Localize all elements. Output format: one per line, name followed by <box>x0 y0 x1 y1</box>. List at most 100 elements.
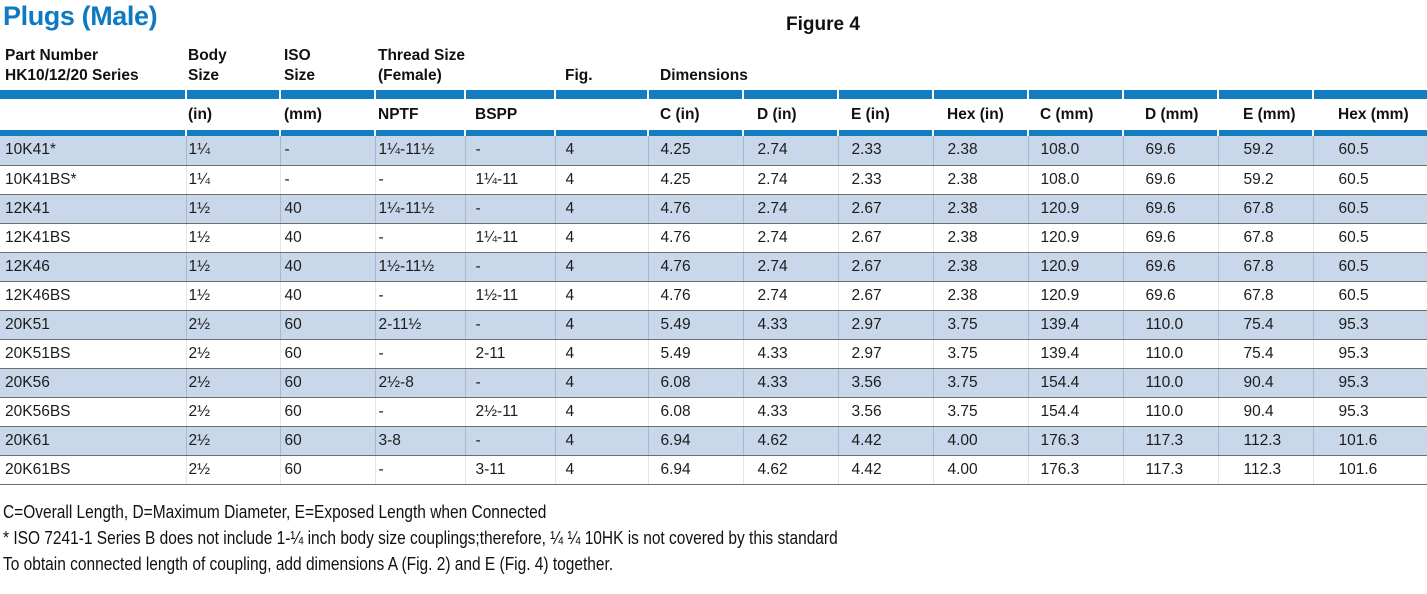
column-subheader: (in) <box>188 105 213 123</box>
cell: 2½ <box>186 368 281 398</box>
cell: 4.42 <box>838 455 934 485</box>
column-group-header-line1: Body <box>188 47 227 64</box>
blue-bar-segment <box>648 130 744 136</box>
cell: 95.3 <box>1313 339 1427 369</box>
cell: 1¼ <box>186 136 281 166</box>
cell: 176.3 <box>1028 455 1124 485</box>
cell: 60 <box>280 368 376 398</box>
column-group-header: ISO Size <box>280 46 375 90</box>
part-number-cell: 12K41BS <box>0 223 187 253</box>
table-row: 20K51BS 2½ 60-2-11 4 5.49 4.33 2.97 3.75 139.4 11… <box>0 339 1427 369</box>
cell: 1¼ <box>186 165 281 195</box>
cell: 4.00 <box>933 426 1029 456</box>
cell: - <box>465 136 556 166</box>
cell: 2.33 <box>838 165 934 195</box>
cell: 2.74 <box>743 223 839 253</box>
blue-bar-segment <box>465 90 556 99</box>
blue-bar-segment <box>933 90 1029 99</box>
cell: 112.3 <box>1218 426 1314 456</box>
cell: 90.4 <box>1218 397 1314 427</box>
cell: 2½ <box>186 426 281 456</box>
column-group-header: Body Size <box>186 46 280 90</box>
cell: 60.5 <box>1313 281 1427 311</box>
cell: 6.94 <box>648 426 744 456</box>
cell: 4.25 <box>648 165 744 195</box>
cell: 1½-11 <box>465 281 556 311</box>
cell: 2.67 <box>838 281 934 311</box>
cell: 60 <box>280 339 376 369</box>
column-subheader <box>555 99 648 130</box>
cell: 5.49 <box>648 310 744 340</box>
cell: 4.76 <box>648 223 744 253</box>
cell: 4 <box>555 368 649 398</box>
cell: 95.3 <box>1313 397 1427 427</box>
cell: 176.3 <box>1028 426 1124 456</box>
cell: 3-8 <box>375 426 466 456</box>
cell: 69.6 <box>1123 223 1219 253</box>
blue-bar-segment <box>1313 90 1427 99</box>
table-row: 10K41* 1¼ -1¼-11½ -4 4.25 2.74 2.33 2.38 108.0 69… <box>0 136 1427 166</box>
cell: 5.49 <box>648 339 744 369</box>
note-line-connected-length: To obtain connected length of coupling, … <box>3 554 614 574</box>
cell: 4.76 <box>648 281 744 311</box>
cell: 4.42 <box>838 426 934 456</box>
blue-bar-segment <box>375 90 466 99</box>
cell: 69.6 <box>1123 252 1219 282</box>
cell: 117.3 <box>1123 426 1219 456</box>
blue-bar-segment <box>648 90 744 99</box>
cell: 3-11 <box>465 455 556 485</box>
cell: 4 <box>555 310 649 340</box>
note-line-dimensions-key: C=Overall Length, D=Maximum Diameter, E=… <box>3 502 547 522</box>
cell: 2-11 <box>465 339 556 369</box>
cell: 40 <box>280 252 376 282</box>
cell: - <box>465 368 556 398</box>
part-number-cell: 20K51BS <box>0 339 187 369</box>
cell: - <box>280 136 376 166</box>
cell: 120.9 <box>1028 252 1124 282</box>
cell: 67.8 <box>1218 281 1314 311</box>
cell: 69.6 <box>1123 165 1219 195</box>
blue-divider-bar <box>0 90 1427 99</box>
cell: 2½ <box>186 310 281 340</box>
column-group-header-line2: Fig. <box>565 67 593 84</box>
blue-bar-segment <box>1123 90 1219 99</box>
column-group-header: Dimensions <box>648 46 1427 90</box>
part-number-cell: 20K61 <box>0 426 187 456</box>
cell: 95.3 <box>1313 310 1427 340</box>
cell: 90.4 <box>1218 368 1314 398</box>
cell: 120.9 <box>1028 194 1124 224</box>
cell: 4.62 <box>743 426 839 456</box>
cell: 101.6 <box>1313 426 1427 456</box>
blue-bar-segment <box>743 90 839 99</box>
cell: 6.08 <box>648 397 744 427</box>
blue-bar-segment <box>1313 130 1427 136</box>
part-number-cell: 10K41* <box>0 136 187 166</box>
cell: 4 <box>555 194 649 224</box>
cell: 2.74 <box>743 252 839 282</box>
cell: 2.38 <box>933 194 1029 224</box>
cell: 60.5 <box>1313 136 1427 166</box>
cell: - <box>375 397 466 427</box>
figure-caption: Figure 4 <box>786 14 860 35</box>
cell: - <box>465 426 556 456</box>
cell: 4.33 <box>743 397 839 427</box>
table-row: 20K56 2½ 60 2½-8-4 6.08 4.33 3.56 3.75 154.4 110.… <box>0 368 1427 398</box>
cell: 4 <box>555 252 649 282</box>
plugs-table: Part Number HK10/12/20 Series Body Size ISO S… <box>0 46 1427 485</box>
cell: 108.0 <box>1028 165 1124 195</box>
blue-bar-segment <box>838 90 934 99</box>
cell: 110.0 <box>1123 368 1219 398</box>
cell: 101.6 <box>1313 455 1427 485</box>
column-subheader: D (mm) <box>1145 105 1199 123</box>
cell: 110.0 <box>1123 397 1219 427</box>
column-subheader: (mm) <box>284 105 322 123</box>
cell: 2½ <box>186 397 281 427</box>
cell: 120.9 <box>1028 223 1124 253</box>
blue-bar-segment <box>838 130 934 136</box>
cell: 2.67 <box>838 252 934 282</box>
cell: 1¼-11 <box>465 223 556 253</box>
blue-bar-segment <box>555 130 649 136</box>
cell: 69.6 <box>1123 281 1219 311</box>
blue-bar-segment <box>280 90 376 99</box>
cell: 2.38 <box>933 165 1029 195</box>
